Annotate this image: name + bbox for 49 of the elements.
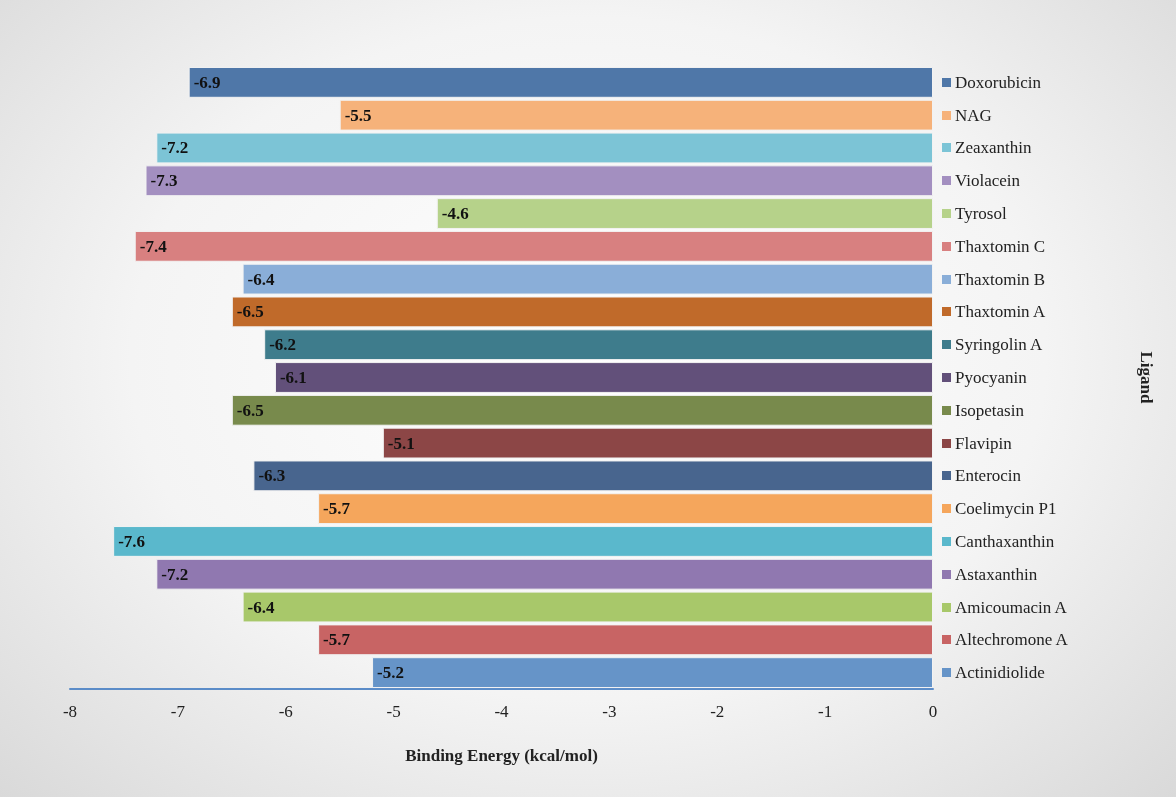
data-label: -6.2 <box>269 335 297 355</box>
data-label: -7.2 <box>161 564 189 584</box>
y-tick-label: Violacein <box>955 171 1021 191</box>
data-label: -6.4 <box>247 269 276 289</box>
data-label: -7.6 <box>118 531 146 551</box>
y-axis-title: Ligand <box>1137 351 1156 405</box>
y-tick-label: Amicoumacin A <box>955 597 1068 617</box>
y-tick-label: Zeaxanthin <box>955 138 1032 158</box>
y-tick-label: Thaxtomin B <box>955 269 1046 289</box>
data-label: -7.3 <box>150 171 178 191</box>
x-tick-label: -1 <box>818 702 833 721</box>
data-label: -5.5 <box>344 105 372 125</box>
data-label: -5.7 <box>323 499 351 519</box>
data-label: -6.4 <box>247 597 276 617</box>
data-label: -5.2 <box>377 663 404 683</box>
data-label: -6.9 <box>193 72 221 92</box>
x-tick-label: -7 <box>170 702 186 721</box>
x-tick-label: -4 <box>494 702 510 721</box>
data-label: -7.4 <box>139 236 168 256</box>
x-tick-label: -5 <box>386 702 401 721</box>
y-tick-label: Syringolin A <box>955 335 1044 355</box>
y-tick-label: Altechromone A <box>955 630 1069 650</box>
x-axis-title: Binding Energy (kcal/mol) <box>405 746 598 765</box>
data-label: -6.3 <box>258 466 286 486</box>
y-tick-label: Canthaxanthin <box>955 531 1055 551</box>
y-tick-label: Actinidiolide <box>955 663 1045 683</box>
y-tick-label: Thaxtomin A <box>955 302 1046 322</box>
data-label: -4.6 <box>441 204 469 224</box>
y-tick-label: Isopetasin <box>955 400 1025 420</box>
y-tick-label: Tyrosol <box>955 204 1007 224</box>
x-tick-label: -2 <box>710 702 725 721</box>
data-label: -5.7 <box>323 630 351 650</box>
y-tick-label: Pyocyanin <box>955 368 1028 387</box>
y-tick-label: Coelimycin P1 <box>955 499 1057 519</box>
data-label: -6.5 <box>236 400 264 420</box>
y-tick-label: Enterocin <box>955 466 1022 486</box>
x-tick-label: -3 <box>602 702 617 721</box>
y-tick-label: Thaxtomin C <box>955 236 1046 256</box>
y-tick-label: NAG <box>955 105 992 125</box>
x-tick-label: -6 <box>278 702 293 721</box>
y-tick-label: Astaxanthin <box>955 564 1038 584</box>
x-tick-label: -8 <box>62 702 78 721</box>
data-label: -5.1 <box>387 433 415 453</box>
data-label: -6.5 <box>236 302 264 322</box>
x-tick-label: 0 <box>928 702 938 721</box>
data-label: -7.2 <box>161 138 189 158</box>
y-tick-label: Flavipin <box>955 433 1013 453</box>
data-label: -6.1 <box>279 368 307 387</box>
y-tick-label: Doxorubicin <box>955 72 1042 92</box>
